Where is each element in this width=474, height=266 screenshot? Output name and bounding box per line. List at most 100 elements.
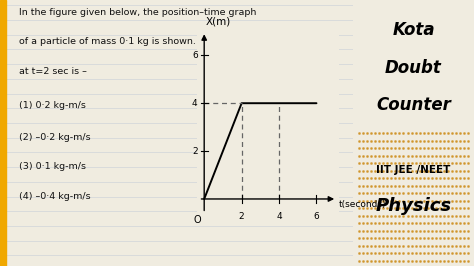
Point xyxy=(396,259,403,263)
Point xyxy=(392,161,399,165)
Point xyxy=(392,244,399,248)
Point xyxy=(375,184,383,188)
Point xyxy=(432,251,439,255)
Point xyxy=(400,221,407,225)
Point xyxy=(432,184,439,188)
Point xyxy=(367,236,375,240)
Point xyxy=(367,161,375,165)
Point xyxy=(356,138,363,143)
Point xyxy=(428,153,436,158)
Point xyxy=(388,184,395,188)
Point xyxy=(420,228,428,233)
Point xyxy=(359,191,367,195)
Point xyxy=(404,236,411,240)
Point xyxy=(412,214,419,218)
Point xyxy=(408,228,415,233)
Point xyxy=(404,176,411,180)
Point xyxy=(440,161,447,165)
Point xyxy=(380,198,387,203)
Text: Counter: Counter xyxy=(376,96,451,114)
Point xyxy=(428,161,436,165)
Point xyxy=(460,131,468,135)
Point xyxy=(432,259,439,263)
Point xyxy=(396,251,403,255)
Point xyxy=(448,214,456,218)
Point xyxy=(456,184,464,188)
Point xyxy=(436,228,444,233)
Point xyxy=(400,176,407,180)
Point xyxy=(452,184,460,188)
Point xyxy=(375,244,383,248)
Point xyxy=(367,198,375,203)
Point xyxy=(452,138,460,143)
Point xyxy=(444,259,452,263)
Point xyxy=(436,221,444,225)
Point xyxy=(367,251,375,255)
Point xyxy=(400,244,407,248)
Point xyxy=(440,236,447,240)
Point xyxy=(372,146,379,150)
Point xyxy=(440,176,447,180)
Point xyxy=(383,259,391,263)
Point xyxy=(440,131,447,135)
Point xyxy=(436,176,444,180)
Point xyxy=(436,259,444,263)
Point xyxy=(460,251,468,255)
Point xyxy=(416,138,423,143)
Point xyxy=(364,153,371,158)
Point xyxy=(367,184,375,188)
Point xyxy=(396,176,403,180)
Point xyxy=(396,161,403,165)
Point xyxy=(416,146,423,150)
Point xyxy=(364,198,371,203)
Point xyxy=(424,244,431,248)
Point xyxy=(460,184,468,188)
Point xyxy=(412,138,419,143)
Point xyxy=(440,146,447,150)
Point xyxy=(383,153,391,158)
Point xyxy=(400,138,407,143)
Point xyxy=(364,168,371,173)
Text: 6: 6 xyxy=(314,212,319,221)
Point xyxy=(420,221,428,225)
Point xyxy=(424,251,431,255)
Point xyxy=(460,244,468,248)
Point xyxy=(440,259,447,263)
Point xyxy=(388,251,395,255)
Point xyxy=(460,191,468,195)
Point xyxy=(356,176,363,180)
Point xyxy=(404,259,411,263)
Point xyxy=(436,168,444,173)
Point xyxy=(372,198,379,203)
Point xyxy=(404,131,411,135)
Point xyxy=(424,146,431,150)
Point xyxy=(440,228,447,233)
Point xyxy=(420,176,428,180)
Point xyxy=(420,236,428,240)
Point xyxy=(372,131,379,135)
Point xyxy=(396,244,403,248)
Point xyxy=(460,161,468,165)
Point xyxy=(392,131,399,135)
Point xyxy=(460,198,468,203)
Point xyxy=(404,153,411,158)
Point xyxy=(375,251,383,255)
Point xyxy=(359,168,367,173)
Point xyxy=(372,176,379,180)
Point xyxy=(424,221,431,225)
Point xyxy=(364,206,371,210)
Point xyxy=(460,259,468,263)
Point xyxy=(432,176,439,180)
Point xyxy=(416,191,423,195)
Point xyxy=(452,153,460,158)
Point xyxy=(448,161,456,165)
Point xyxy=(383,251,391,255)
Point xyxy=(424,236,431,240)
Point xyxy=(375,206,383,210)
Point xyxy=(448,131,456,135)
Point xyxy=(416,184,423,188)
Point xyxy=(436,244,444,248)
Point xyxy=(375,198,383,203)
Point xyxy=(460,146,468,150)
Point xyxy=(392,168,399,173)
